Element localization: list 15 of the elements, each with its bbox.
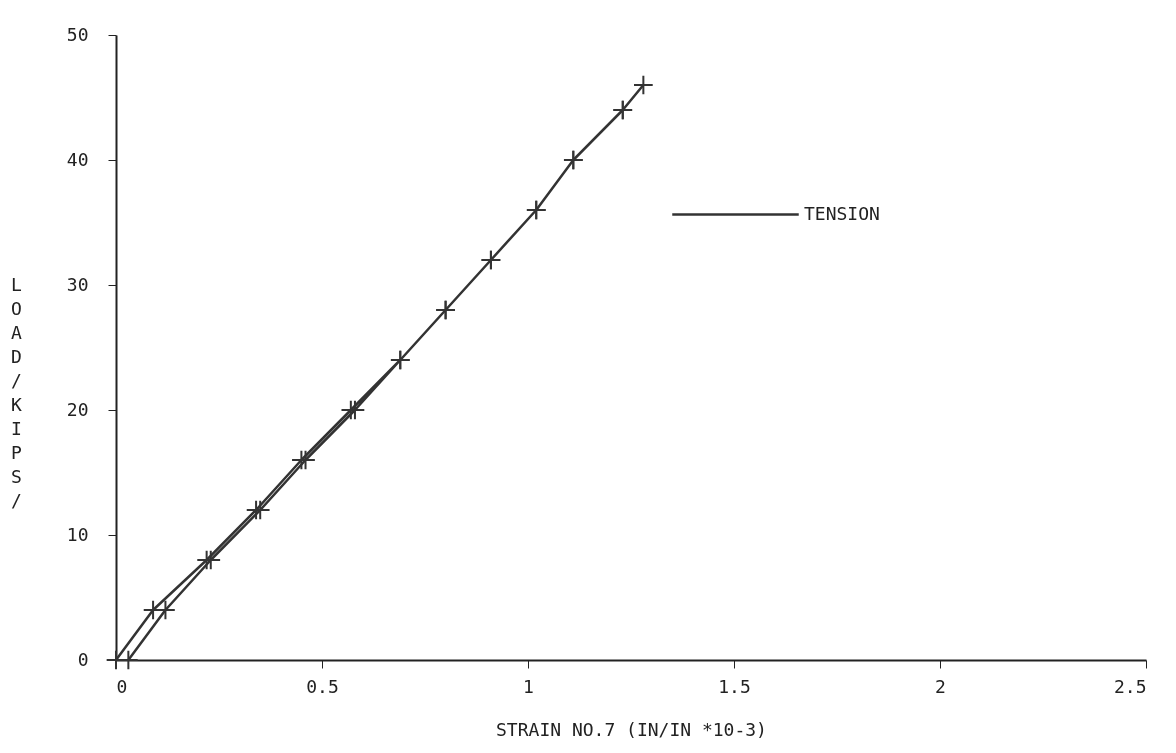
y-tick-label: 30 xyxy=(66,273,89,295)
x-tick-label: 1.5 xyxy=(718,675,751,697)
y-tick-label: 10 xyxy=(66,523,89,545)
y-tick-label: 20 xyxy=(66,398,89,420)
text: TENSION xyxy=(804,202,880,224)
x-tick-label: 2 xyxy=(935,675,946,697)
y-tick-label: 0 xyxy=(77,648,89,670)
x-tick-label: 2.5 xyxy=(1113,675,1147,697)
x-tick-label: 1 xyxy=(523,675,534,697)
x-tick-label: 0.5 xyxy=(306,675,339,697)
y-tick-label: 50 xyxy=(66,23,89,45)
x-axis-title: STRAIN NO.7 (IN/IN *10-3) xyxy=(496,718,767,740)
text: LOAD / KIPS / xyxy=(11,273,22,511)
y-tick-label: 40 xyxy=(66,148,89,170)
x-tick-label: 0 xyxy=(116,675,128,697)
